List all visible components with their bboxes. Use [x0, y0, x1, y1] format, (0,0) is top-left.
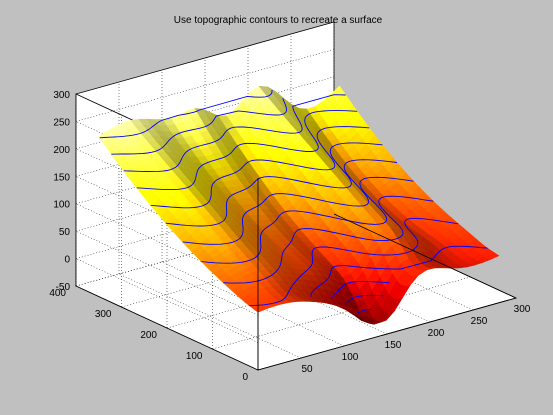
x-tick-label: 100	[342, 352, 359, 363]
z-tick-label: 300	[53, 90, 70, 101]
z-tick-label: 0	[64, 255, 70, 266]
contour-line	[357, 308, 372, 314]
contour-line	[330, 281, 390, 300]
contour-line	[99, 89, 273, 139]
y-tick-label: 300	[95, 309, 112, 320]
z-tick-label: -50	[56, 282, 71, 293]
x-tick-label: 150	[385, 340, 402, 351]
x-tick-label: 300	[514, 304, 531, 315]
z-tick-label: 150	[53, 172, 70, 183]
contour-line	[123, 94, 346, 173]
grid-line-x	[204, 249, 388, 335]
contour-line	[182, 159, 398, 245]
contour-line	[249, 217, 459, 307]
axis-edge	[333, 213, 517, 299]
contour-line	[136, 110, 358, 191]
contour-line	[345, 294, 384, 305]
grid-line-z	[75, 285, 259, 371]
grid-line-x	[118, 273, 302, 359]
y-tick-label: 200	[140, 330, 157, 341]
z-tick-label: 100	[53, 200, 70, 211]
contour-line	[111, 98, 288, 155]
y-tick-label: 400	[49, 288, 66, 299]
z-tick-label: 250	[53, 117, 70, 128]
axes-front-edges	[257, 178, 517, 371]
contour-line	[310, 245, 488, 297]
axis-edge	[257, 297, 517, 371]
y-tick-label: 0	[242, 372, 248, 383]
grid-line-x	[247, 237, 431, 323]
grid-line-z	[75, 230, 259, 316]
contour-line	[223, 195, 434, 284]
contour-line	[150, 126, 370, 209]
x-tick-label: 200	[428, 328, 445, 339]
x-tick-label: 250	[471, 316, 488, 327]
contour-line	[165, 142, 383, 227]
surface-patch	[485, 252, 500, 260]
grid-line-x	[161, 261, 345, 347]
grid-line-x	[290, 225, 474, 311]
z-tick-label: 50	[59, 227, 71, 238]
grid-line-z	[75, 258, 259, 343]
contour-line	[201, 176, 414, 264]
x-tick-label: 50	[301, 364, 313, 375]
contour-lines	[99, 89, 488, 314]
z-tick-label: 200	[53, 145, 70, 156]
y-tick-label: 100	[186, 351, 203, 362]
tick-labels: 50 100 150 200 250 300 0 100 200 300 400-50 0 50 100 1…	[49, 90, 530, 383]
chart-title: Use topographic contours to recreate a s…	[174, 15, 383, 26]
